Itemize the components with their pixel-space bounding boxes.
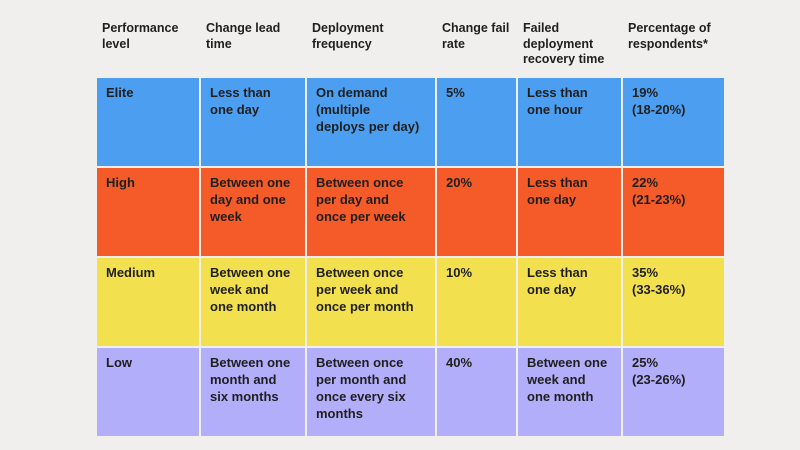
cell-level: Elite (97, 78, 199, 166)
cell-percentage: 25% (23-26%) (623, 348, 724, 436)
header-recovery-time: Failed deployment recovery time (523, 21, 605, 66)
cell-level: Medium (97, 258, 199, 346)
header-change-lead-time: Change lead time (206, 21, 281, 51)
performance-table: Performance level Change lead time Deplo… (97, 18, 724, 436)
cell-change-lead-time: Between one month and six months (201, 348, 305, 436)
header-percentage: Percentage of respondents* (628, 21, 711, 51)
header-change-fail-rate: Change fail rate (442, 21, 510, 51)
cell-recovery-time: Between one week and one month (518, 348, 621, 436)
cell-change-fail-rate: 5% (437, 78, 516, 166)
header-deployment-frequency: Deployment frequency (312, 21, 384, 51)
cell-change-lead-time: Between one week and one month (201, 258, 305, 346)
cell-change-lead-time: Between one day and one week (201, 168, 305, 256)
header-performance-level: Performance level (102, 21, 179, 51)
cell-change-fail-rate: 10% (437, 258, 516, 346)
cell-percentage: 19% (18-20%) (623, 78, 724, 166)
cell-recovery-time: Less than one hour (518, 78, 621, 166)
cell-percentage: 35% (33-36%) (623, 258, 724, 346)
cell-change-lead-time: Less than one day (201, 78, 305, 166)
cell-change-fail-rate: 20% (437, 168, 516, 256)
cell-recovery-time: Less than one day (518, 168, 621, 256)
cell-deployment-frequency: Between once per month and once every si… (307, 348, 435, 436)
cell-recovery-time: Less than one day (518, 258, 621, 346)
cell-deployment-frequency: Between once per week and once per month (307, 258, 435, 346)
cell-level: Low (97, 348, 199, 436)
cell-change-fail-rate: 40% (437, 348, 516, 436)
cell-deployment-frequency: On demand (multiple deploys per day) (307, 78, 435, 166)
cell-percentage: 22% (21-23%) (623, 168, 724, 256)
cell-level: High (97, 168, 199, 256)
cell-deployment-frequency: Between once per day and once per week (307, 168, 435, 256)
